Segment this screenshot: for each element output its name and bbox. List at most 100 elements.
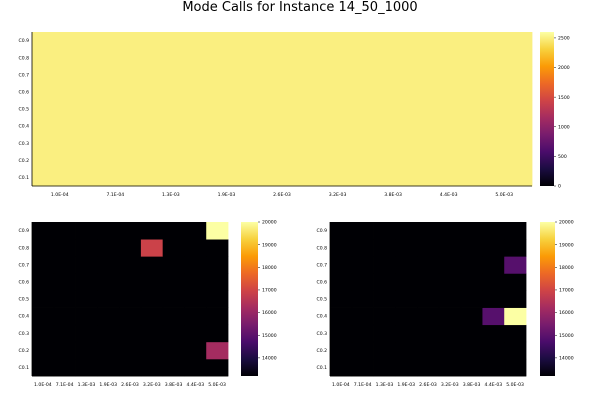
heatmap-cell: [476, 83, 533, 101]
heatmap-cell: [254, 49, 311, 67]
y-tick-label: C0.3: [18, 141, 29, 147]
y-tick-label: C0.7: [316, 262, 327, 268]
heatmap-cell: [330, 358, 353, 377]
heatmap-cell: [206, 341, 229, 360]
heatmap-cell: [482, 307, 505, 326]
x-tick-label: 7.1E-04: [354, 382, 372, 388]
colorbar-tick-label: 16000: [262, 310, 277, 316]
heatmap-cell: [97, 324, 120, 343]
heatmap-cell: [75, 222, 98, 240]
heatmap-cell: [198, 100, 255, 118]
heatmap-cell: [309, 134, 366, 153]
heatmap-cell: [395, 290, 418, 308]
heatmap-cell: [395, 358, 418, 377]
heatmap-cell: [254, 100, 311, 118]
heatmap-cell: [198, 66, 255, 84]
heatmap-cell: [504, 358, 527, 377]
heatmap-cell: [140, 239, 164, 257]
heatmap-cell: [373, 222, 396, 240]
heatmap-cell: [119, 341, 142, 360]
heatmap-cell: [198, 117, 255, 136]
colorbar-tick-label: 15000: [262, 333, 277, 339]
heatmap-cell: [184, 290, 207, 308]
heatmap-cell: [97, 307, 120, 326]
heatmap-cell: [53, 273, 76, 291]
heatmap-cell: [140, 324, 164, 343]
y-tick-label: C0.9: [316, 228, 327, 234]
heatmap-cell: [420, 100, 477, 118]
x-tick-label: 5.0E-03: [495, 192, 513, 198]
heatmap-cell: [351, 358, 374, 377]
heatmap-cell: [365, 49, 422, 67]
heatmap-cell: [206, 324, 229, 343]
heatmap-cell: [460, 222, 483, 240]
heatmap-cell: [184, 222, 207, 240]
heatmap-cell: [206, 222, 229, 240]
x-tick-label: 3.2E-03: [441, 382, 459, 388]
heatmap-cell: [395, 239, 418, 257]
heatmap-cell: [438, 290, 462, 308]
heatmap-cell: [420, 117, 477, 136]
heatmap-cell: [119, 324, 142, 343]
heatmap-cell: [351, 324, 374, 343]
y-tick-label: C0.9: [18, 38, 29, 44]
heatmap-cell: [198, 32, 255, 50]
heatmap-cell: [373, 307, 396, 326]
heatmap-cell: [309, 151, 366, 170]
heatmap-cell: [140, 358, 164, 377]
heatmap-cell: [32, 83, 88, 101]
x-tick-label: 3.2E-03: [143, 382, 161, 388]
y-tick-label: C0.8: [18, 245, 29, 251]
x-tick-label: 3.8E-03: [384, 192, 402, 198]
y-tick-label: C0.8: [316, 245, 327, 251]
heatmap-cell: [309, 32, 366, 50]
colorbar-tick-label: 1500: [558, 95, 570, 101]
x-tick-label: 2.6E-03: [121, 382, 139, 388]
heatmap-cell: [365, 117, 422, 136]
y-tick-label: C0.1: [316, 365, 327, 371]
heatmap-cell: [32, 222, 55, 240]
heatmap-cell: [143, 100, 200, 118]
colorbar-tick-label: 15000: [559, 333, 574, 339]
heatmap-cell: [32, 273, 55, 291]
heatmap-cell: [87, 151, 144, 170]
y-tick-label: C0.5: [18, 297, 29, 303]
colorbar-tick-label: 19000: [262, 242, 277, 248]
heatmap-cell: [476, 151, 533, 170]
heatmap-cell: [330, 222, 353, 240]
y-tick-label: C0.4: [18, 314, 29, 320]
heatmap-cell: [75, 307, 98, 326]
colorbar-tick-label: 19000: [559, 242, 574, 248]
heatmap-cell: [198, 168, 255, 187]
heatmap-cell: [476, 49, 533, 67]
heatmap-cell: [438, 341, 462, 360]
y-tick-label: C0.5: [316, 297, 327, 303]
heatmap-cell: [87, 32, 144, 50]
heatmap-cell: [417, 222, 440, 240]
y-tick-label: C0.6: [18, 89, 29, 95]
heatmap-cell: [97, 256, 120, 274]
heatmap-cell: [143, 134, 200, 153]
heatmap-cell: [75, 239, 98, 257]
heatmap-cell: [53, 290, 76, 308]
y-tick-label: C0.9: [18, 228, 29, 234]
heatmap-cell: [504, 239, 527, 257]
heatmap-cell: [476, 117, 533, 136]
heatmap-cell: [97, 239, 120, 257]
heatmap-cell: [119, 222, 142, 240]
heatmap-cell: [143, 83, 200, 101]
heatmap-cell: [206, 358, 229, 377]
heatmap-cell: [395, 256, 418, 274]
heatmap-cell: [438, 222, 462, 240]
heatmap-cell: [460, 273, 483, 291]
heatmap-cell: [184, 273, 207, 291]
heatmap-cell: [365, 32, 422, 50]
heatmap-cell: [417, 307, 440, 326]
heatmap-cell: [206, 273, 229, 291]
heatmap-cell: [373, 256, 396, 274]
heatmap-cell: [365, 151, 422, 170]
heatmap-cell: [395, 222, 418, 240]
x-tick-label: 1.0E-04: [51, 192, 69, 198]
heatmap-cell: [438, 324, 462, 343]
